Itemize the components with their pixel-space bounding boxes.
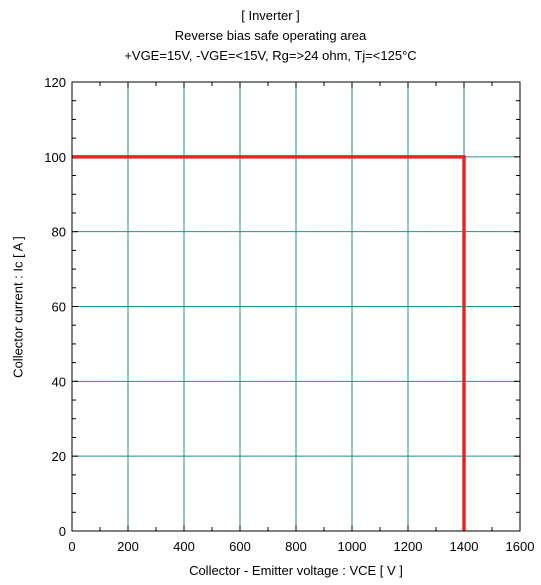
y-tick-label: 100 (44, 150, 66, 165)
y-tick-label: 20 (52, 449, 66, 464)
x-axis-label: Collector - Emitter voltage : VCE [ V ] (189, 563, 403, 578)
y-axis-label: Collector current : Ic [ A ] (10, 236, 26, 378)
chart-title-line-3: +VGE=15V, -VGE=<15V, Rg=>24 ohm, Tj=<125… (124, 48, 417, 63)
x-tick-label: 0 (68, 539, 75, 554)
plot-frame (71, 81, 521, 532)
x-tick-label: 1200 (394, 539, 423, 554)
rbsoa-series-line (72, 155, 466, 531)
x-tick-label: 800 (285, 539, 307, 554)
x-tick-label: 200 (117, 539, 139, 554)
x-tick-label: 600 (229, 539, 251, 554)
x-tick-label: 1600 (506, 539, 535, 554)
chart-title-line-1: [ Inverter ] (241, 8, 300, 23)
y-tick-label: 80 (52, 225, 66, 240)
x-tick-label: 1000 (338, 539, 367, 554)
y-tick-label: 0 (59, 524, 66, 539)
x-tick-label: 400 (173, 539, 195, 554)
y-tick-label: 60 (52, 300, 66, 315)
x-tick-label: 1400 (450, 539, 479, 554)
y-tick-label: 120 (44, 75, 66, 90)
chart-title-line-2: Reverse bias safe operating area (174, 28, 367, 43)
y-tick-label: 40 (52, 374, 66, 389)
